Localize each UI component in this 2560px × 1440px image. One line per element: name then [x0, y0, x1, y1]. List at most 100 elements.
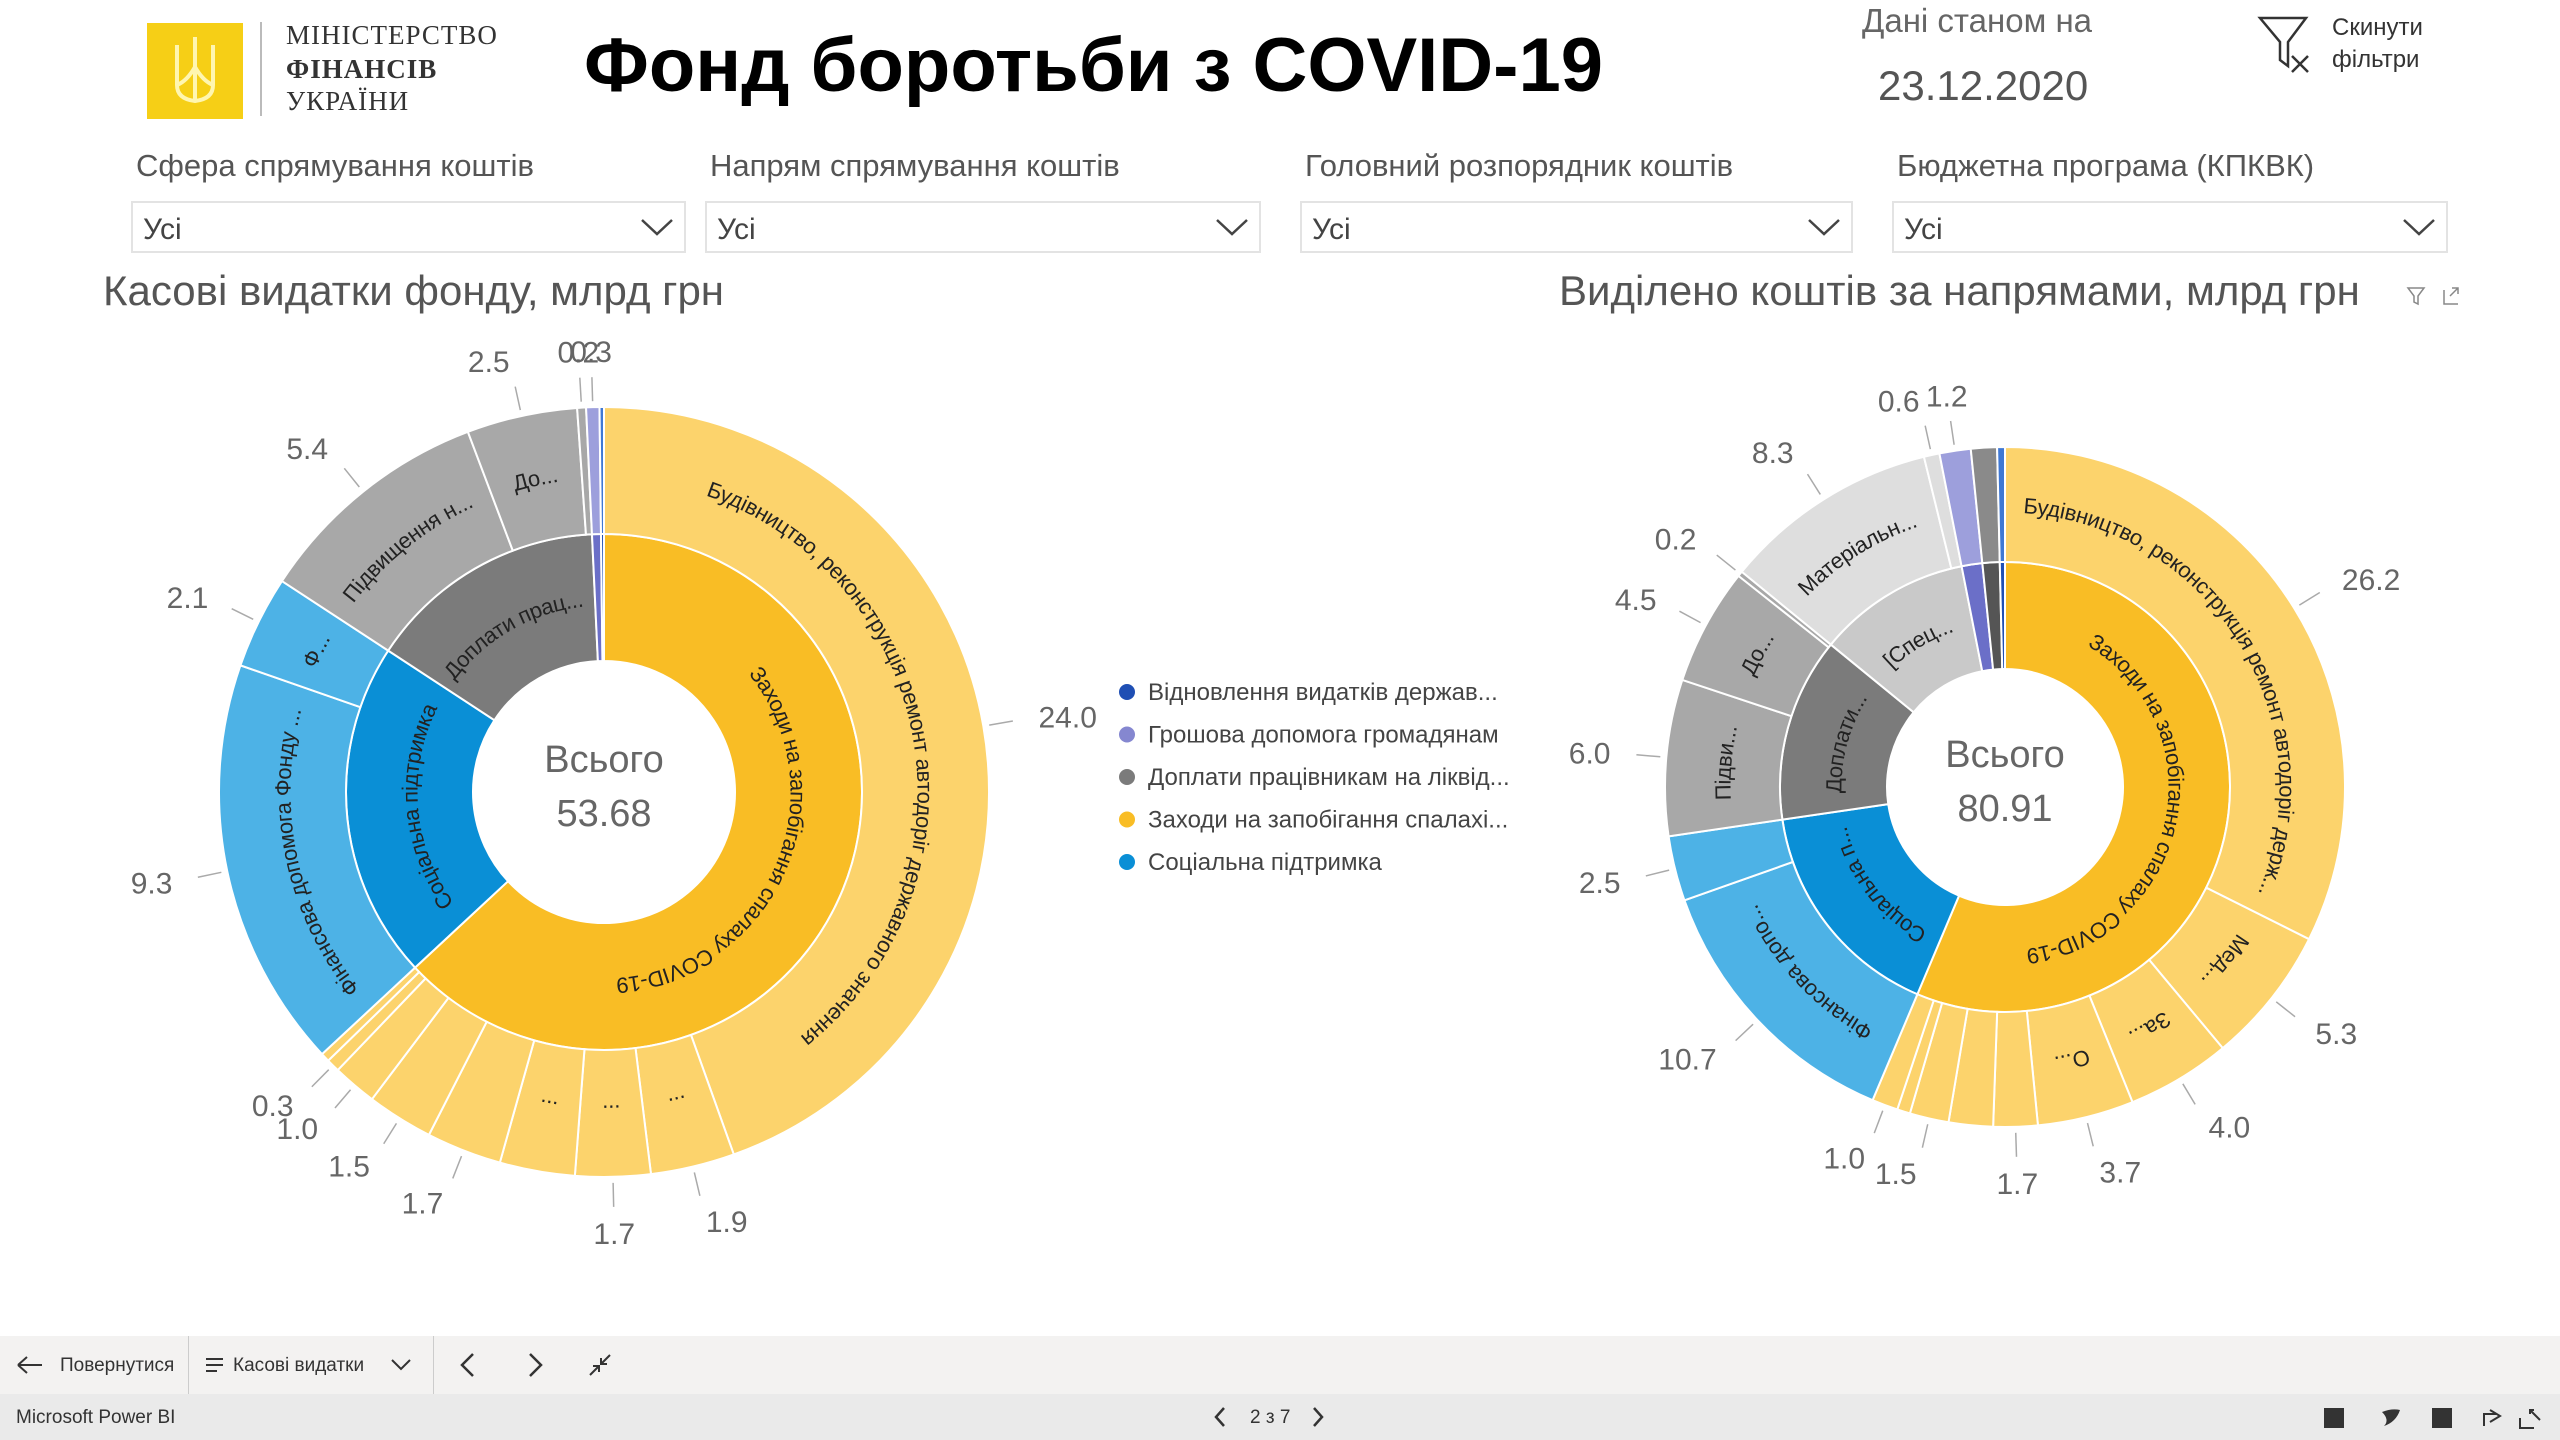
legend-marker — [1119, 684, 1135, 700]
leader-line — [343, 467, 360, 488]
filter-value: Усі — [1312, 213, 1351, 246]
filter-dropdown[interactable]: Усі — [1300, 201, 1853, 253]
legend-label: Грошова допомога громадянам — [1148, 722, 1499, 749]
reset-filters-button[interactable]: Скинути фільтри — [2256, 14, 2436, 78]
filter-value: Усі — [717, 213, 756, 246]
outer-segment — [603, 405, 991, 1156]
twitter-icon[interactable] — [2382, 1409, 2400, 1426]
reset-icon — [2257, 16, 2309, 73]
value-label: 8.3 — [1752, 437, 1794, 470]
filter-dropdown[interactable]: Усі — [1892, 201, 2448, 253]
share-icons — [2324, 1408, 2541, 1429]
pager-prev[interactable] — [1212, 1406, 1228, 1428]
date-caption: Дані станом на — [1862, 2, 2093, 39]
leader-line — [693, 1172, 701, 1196]
leader-line — [2086, 1122, 2094, 1147]
linkedin-icon[interactable] — [2324, 1408, 2344, 1428]
pager-next[interactable] — [1310, 1406, 1326, 1428]
leader-line — [1645, 869, 1670, 877]
pager: 2 з 7 — [1250, 1407, 1291, 1428]
value-label: 1.7 — [593, 1218, 635, 1251]
leader-line — [452, 1155, 463, 1179]
fullscreen-icon[interactable] — [2519, 1409, 2541, 1429]
leader-line — [1921, 1124, 1929, 1148]
value-label: 1.9 — [706, 1206, 748, 1239]
value-label: 1.7 — [1996, 1168, 2038, 1201]
leader-line — [2298, 591, 2321, 606]
back-button[interactable]: Повернутися — [60, 1355, 175, 1376]
segment-label-text: ... — [537, 1094, 559, 1122]
leader-line — [2182, 1083, 2196, 1105]
back-icon — [17, 1356, 42, 1374]
chart-title: Виділено коштів за напрямами, млрд грн — [1559, 267, 2360, 314]
legend-marker — [1119, 854, 1135, 870]
report-date: 23.12.2020 — [1878, 62, 2089, 109]
segment-label-text: ... — [667, 1090, 691, 1119]
total-value: 53.68 — [556, 793, 651, 835]
leader-line — [231, 608, 254, 620]
leader-line — [989, 720, 1014, 726]
segment-label: ... — [667, 1090, 691, 1119]
prev-page[interactable] — [458, 1352, 478, 1378]
filter-label: Головний розпорядник коштів — [1305, 148, 1734, 183]
leader-line — [1873, 1110, 1884, 1134]
footer: Microsoft Power BI 2 з 7 — [0, 1394, 2560, 1440]
value-label: 3.7 — [2099, 1157, 2141, 1190]
value-label: 2.5 — [1579, 867, 1621, 900]
collapse-icon[interactable] — [588, 1353, 612, 1377]
filter-label: Бюджетна програма (КПКВК) — [1897, 148, 2315, 183]
reset-label: Скинути — [2332, 14, 2423, 41]
separator — [433, 1336, 434, 1394]
total-value: 80.91 — [1957, 788, 2052, 830]
brand: Microsoft Power BI — [16, 1407, 176, 1428]
leader-line — [591, 377, 594, 402]
next-page[interactable] — [525, 1352, 545, 1378]
logo — [147, 23, 243, 119]
legend-label: Відновлення видатків держав... — [1148, 679, 1498, 706]
inner-segment — [599, 532, 605, 663]
value-label: 5.3 — [2315, 1018, 2357, 1051]
legend-marker — [1119, 811, 1135, 828]
filter-label: Сфера спрямування коштів — [136, 148, 534, 183]
page-selector[interactable]: Касові видатки — [233, 1355, 365, 1376]
value-label: 0.6 — [1878, 385, 1920, 418]
legend-marker — [1119, 769, 1135, 785]
filter-dropdown[interactable]: Усі — [705, 201, 1261, 253]
value-label: 2.1 — [167, 582, 209, 615]
dropdown-chevron — [2403, 219, 2435, 236]
value-label: 2.5 — [468, 346, 510, 379]
share-icon[interactable] — [2483, 1409, 2502, 1426]
legend-label: Соціальна підтримка — [1148, 849, 1382, 876]
leader-line — [1949, 420, 1955, 445]
value-label: 4.5 — [1615, 584, 1657, 617]
value-label: 1.0 — [276, 1113, 318, 1146]
filter-dropdown[interactable]: Усі — [131, 201, 686, 253]
value-label: 0.3 — [252, 1090, 294, 1123]
page-chevron[interactable] — [390, 1358, 412, 1372]
outer-segment — [598, 405, 605, 536]
leader-line — [1924, 425, 1932, 450]
value-label: 0.2 — [1655, 524, 1697, 557]
leader-line — [383, 1122, 398, 1145]
center-label: Всього — [544, 739, 663, 781]
leader-line — [334, 1089, 352, 1109]
logo-divider — [260, 22, 262, 116]
value-label: 6.0 — [1569, 737, 1611, 770]
filter-value: Усі — [143, 213, 182, 246]
ministry-line: МІНІСТЕРСТВО — [286, 20, 498, 50]
leader-line — [1806, 473, 1821, 495]
leader-line — [612, 1182, 615, 1207]
value-label: 24.0 — [1038, 702, 1096, 735]
leader-line — [2275, 1001, 2296, 1018]
filter-value: Усі — [1904, 213, 1943, 246]
value-label: 0.2 — [557, 337, 599, 370]
ministry-line: ФІНАНСІВ — [286, 54, 438, 84]
facebook-icon[interactable] — [2432, 1408, 2452, 1428]
dropdown-chevron — [1216, 219, 1248, 236]
page-title: Фонд боротьби з COVID-19 — [584, 23, 1604, 108]
value-label: 1.2 — [1926, 380, 1968, 413]
dropdown-chevron — [641, 219, 673, 236]
outer-segment — [218, 664, 417, 1056]
